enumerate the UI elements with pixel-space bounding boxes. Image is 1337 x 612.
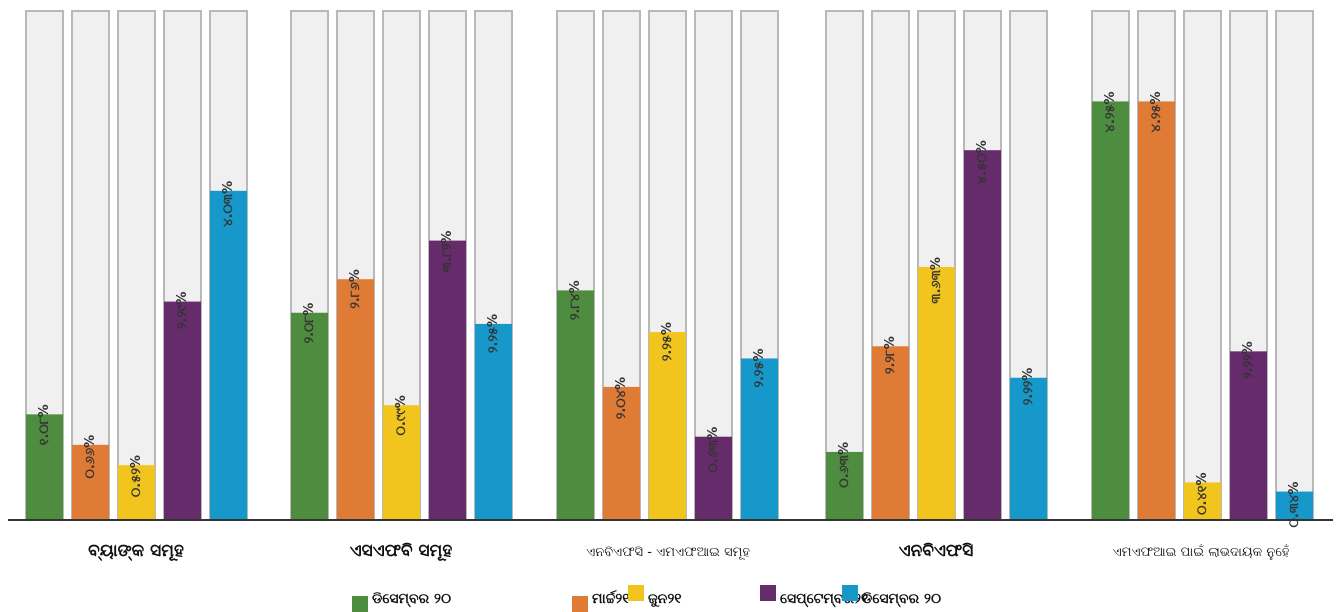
bar <box>1230 351 1267 519</box>
data-label: ୦.୯୯% <box>394 395 409 435</box>
bar <box>337 279 374 519</box>
bar <box>1092 101 1129 519</box>
data-label: ୨.୨୯% <box>175 292 190 329</box>
data-label: ୨.୨୨% <box>1241 341 1256 378</box>
legend-label: ମାର୍ଚ୍ଚ୨୧ <box>592 589 630 607</box>
bar <box>164 301 201 519</box>
bar-track <box>1183 10 1222 520</box>
data-label: ୨.୮୪% <box>568 280 583 320</box>
bar <box>210 190 247 519</box>
category-label: ବ୍ୟାଙ୍କ ସମୂହ <box>88 541 184 562</box>
bar <box>872 346 909 519</box>
category-label: ଏସଏଫବି ସମୂହ <box>350 541 453 562</box>
bar-track <box>825 10 864 520</box>
bars <box>26 101 1313 519</box>
data-label: ୨.୦୪% <box>614 377 629 419</box>
data-label: ୦.୪୧% <box>1195 472 1210 514</box>
bar <box>429 240 466 519</box>
data-label: ୩.୮୨% <box>440 231 455 272</box>
bar <box>383 405 420 519</box>
data-label: ୨.୨୮% <box>883 336 898 374</box>
data-label: ୨.୨୫% <box>660 322 675 361</box>
bar <box>118 465 155 519</box>
bar-track <box>1275 10 1314 520</box>
bar <box>649 332 686 519</box>
bar <box>603 386 640 519</box>
bar <box>557 290 594 519</box>
legend-label: ଡିସେମ୍ବର ୨୦ <box>372 591 451 608</box>
category-label: ଏନବିଏଫସି - ଏମଏଫଆଇ ସମୂହ <box>586 545 750 561</box>
bar <box>1184 482 1221 519</box>
category-label: ଏମଏଫଆଇ ପାଇଁ ଲାଭଦାୟକ ନୁହେଁ <box>1113 544 1290 560</box>
data-label: ୨.୨୫% <box>486 314 501 353</box>
bar <box>26 414 63 519</box>
bar <box>475 323 512 519</box>
legend-swatch <box>572 596 588 612</box>
data-label: ୪.୨୫% <box>1149 91 1164 132</box>
data-label: ୪.୨୫% <box>1103 91 1118 132</box>
legend-label: ଜୁନ୨୧ <box>648 591 682 608</box>
bar-track <box>117 10 156 520</box>
data-label: ୨.୮୬% <box>348 269 363 308</box>
category-labels: ବ୍ୟାଙ୍କ ସମୂହ ଏସଏଫବି ସମୂହ ଏନବିଏଫସି - ଏମଏଫଆଇ… <box>88 541 1290 562</box>
data-label: ୪.୦୩% <box>221 181 236 227</box>
data-label: ୦.୩୪% <box>1287 482 1302 528</box>
bar <box>741 358 778 519</box>
bar <box>964 150 1001 519</box>
legend-swatch <box>842 585 858 601</box>
data-label: ୦.୫୨% <box>129 455 144 497</box>
value-labels: ୧.୦୮% ୦.୬୬% ୦.୫୨% ୨.୨୯% ୪.୦୩% ୨.୦୮% ୨.୮୬% ୦.୯୯%… <box>37 91 1302 527</box>
legend-label: ଡିସେମ୍ବର ୨୦ <box>862 591 941 608</box>
bar <box>1010 377 1047 519</box>
legend-swatch <box>628 585 644 601</box>
bar <box>826 451 863 519</box>
data-label: ୨.୨୫% <box>752 348 767 387</box>
bar <box>291 312 328 519</box>
bar-track <box>71 10 110 520</box>
legend: ଡିସେମ୍ବର ୨୦ ମାର୍ଚ୍ଚ୨୧ ଜୁନ୨୧ ସେପ୍ଟେମ୍ବର୨୧ଡିସ… <box>352 585 941 612</box>
data-label: ୨.୦୮% <box>302 303 317 344</box>
bar-track <box>694 10 733 520</box>
bar <box>695 436 732 519</box>
bar <box>918 267 955 519</box>
data-label: ୨.୨୨% <box>1021 368 1036 405</box>
bar <box>1276 491 1313 519</box>
data-label: ୩.୬୩% <box>929 257 944 304</box>
category-label: ଏନବିଏଫସି <box>899 541 974 561</box>
data-label: ୦.୬୩% <box>837 442 852 488</box>
data-label: ୧.୦୮% <box>37 404 52 445</box>
legend-swatch <box>760 585 776 601</box>
data-label: ୦.୬୩% <box>706 427 721 473</box>
bar <box>72 444 109 519</box>
data-label: ୦.୬୬% <box>83 435 98 479</box>
legend-swatch <box>352 596 368 612</box>
data-label: ୪.୫୦% <box>975 140 990 184</box>
bar <box>1138 101 1175 519</box>
